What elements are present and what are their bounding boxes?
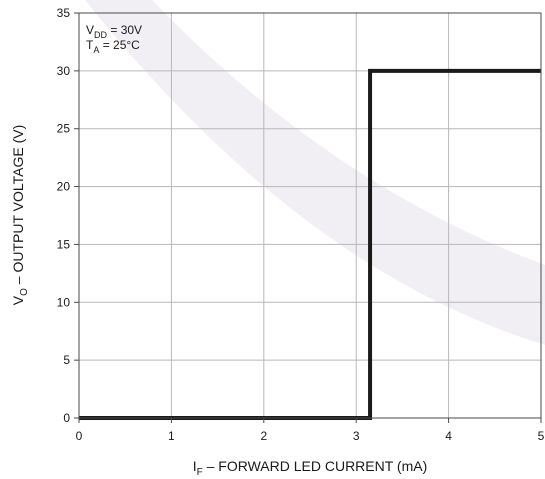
watermark-arc xyxy=(85,0,545,345)
y-tick-label: 25 xyxy=(57,122,71,136)
ticks: 0 1 2 3 4 5 0 5 10 15 20 25 30 35 xyxy=(57,6,545,443)
x-tick-label: 3 xyxy=(353,429,360,443)
y-axis-label: VO – OUTPUT VOLTAGE (V) xyxy=(10,125,30,305)
x-tick-label: 2 xyxy=(260,429,267,443)
y-tick-label: 30 xyxy=(57,64,71,78)
annotation-vdd: VDD = 30V xyxy=(86,23,142,40)
x-tick-label: 1 xyxy=(168,429,175,443)
x-tick-label: 5 xyxy=(538,429,545,443)
x-axis-label: IF – FORWARD LED CURRENT (mA) xyxy=(193,458,428,478)
y-tick-label: 10 xyxy=(57,295,71,309)
y-tick-label: 5 xyxy=(63,353,70,367)
y-tick-label: 0 xyxy=(63,411,70,425)
x-tick-label: 4 xyxy=(445,429,452,443)
x-tick-label: 0 xyxy=(76,429,83,443)
plot-frame xyxy=(78,12,542,419)
annotation-ta: TA = 25°C xyxy=(86,38,140,55)
y-tick-label: 15 xyxy=(57,237,71,251)
y-tick-label: 35 xyxy=(57,6,71,20)
y-tick-label: 20 xyxy=(57,180,71,194)
